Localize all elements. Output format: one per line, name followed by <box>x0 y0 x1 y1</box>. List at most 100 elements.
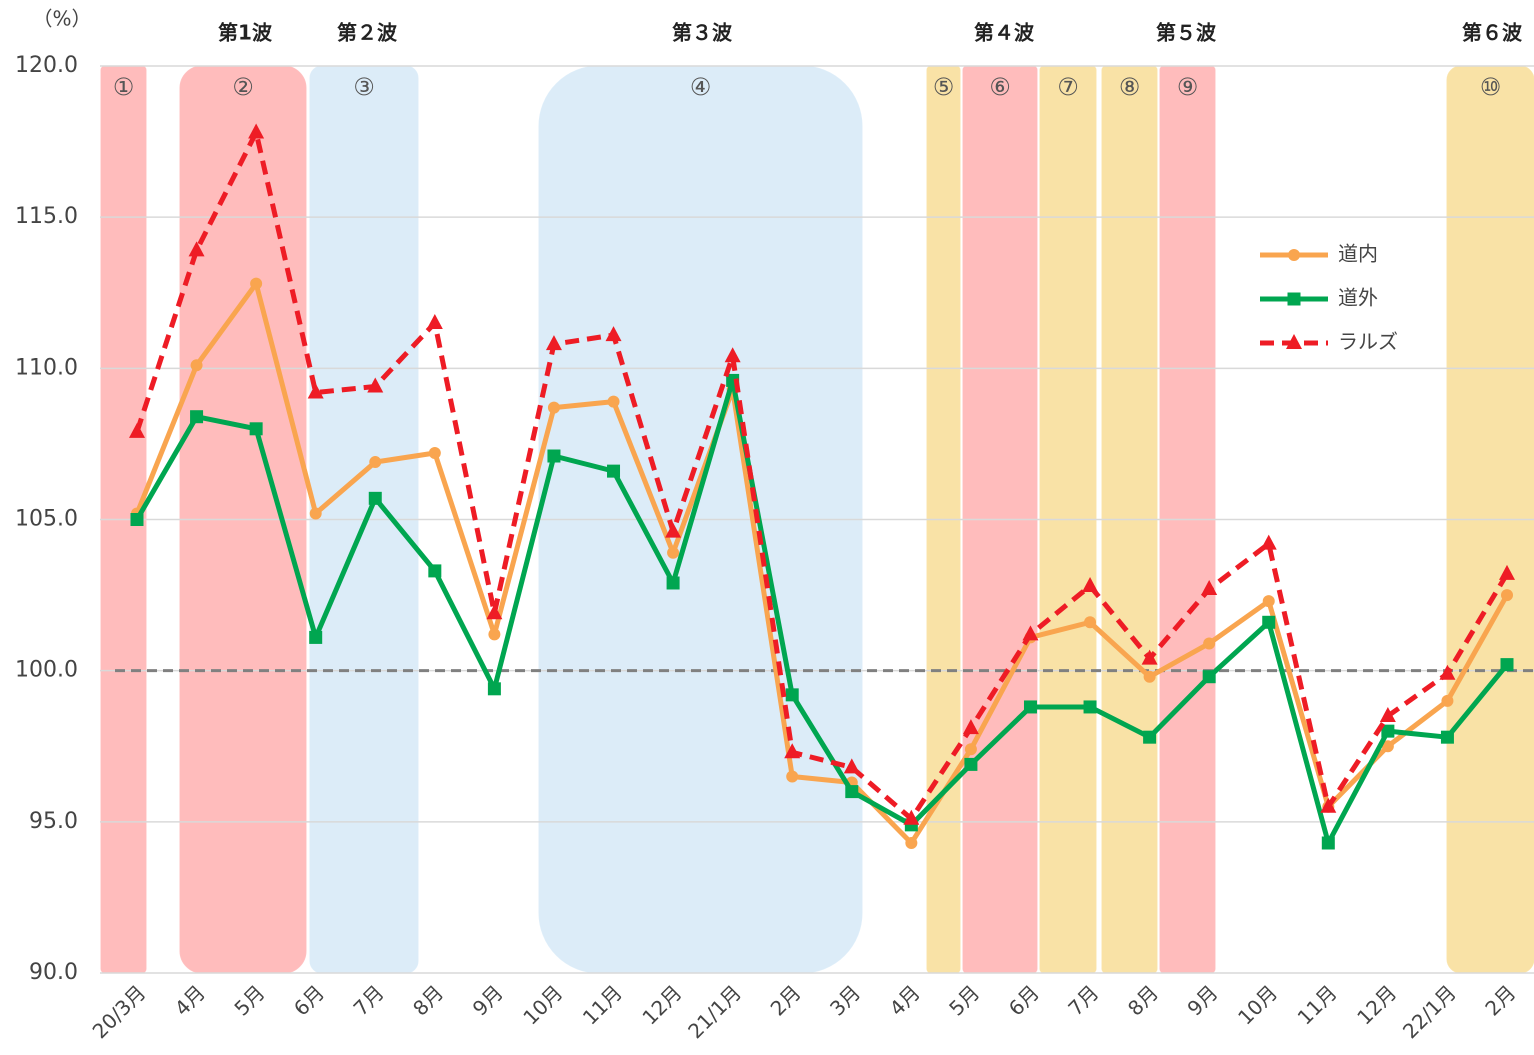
period-label: ⑤ <box>933 73 955 101</box>
marker <box>1022 625 1039 641</box>
x-tick-label: 9月 <box>468 980 508 1020</box>
marker <box>129 422 145 438</box>
x-tick-label: 2月 <box>1480 980 1520 1020</box>
marker <box>1501 589 1513 602</box>
marker <box>188 241 205 257</box>
y-tick-label: 120.0 <box>15 53 78 78</box>
period-label: ④ <box>690 73 712 101</box>
x-tick-label: 10月 <box>518 980 567 1029</box>
x-tick-label: 12月 <box>637 980 686 1029</box>
marker <box>1262 615 1276 629</box>
x-tick-label: 3月 <box>825 980 865 1020</box>
period-label: ② <box>232 73 254 101</box>
marker <box>1201 580 1218 596</box>
marker <box>1500 658 1514 672</box>
x-tick-label: 11月 <box>1293 980 1342 1029</box>
marker <box>1288 249 1300 261</box>
y-tick-label: 115.0 <box>15 204 78 229</box>
marker <box>545 335 562 351</box>
y-tick-label: 110.0 <box>15 355 78 380</box>
series-line <box>134 130 1510 822</box>
marker <box>309 507 322 520</box>
marker <box>724 347 741 363</box>
series-line <box>134 377 1509 846</box>
x-tick-label: 8月 <box>1123 980 1163 1020</box>
marker <box>1141 649 1158 665</box>
period-label: ⑦ <box>1057 73 1079 101</box>
marker <box>1262 595 1275 608</box>
marker <box>666 576 680 590</box>
y-tick-label: 105.0 <box>15 507 78 532</box>
marker <box>130 513 144 526</box>
marker <box>1083 700 1097 714</box>
marker <box>1286 334 1302 349</box>
marker <box>369 456 382 469</box>
period-label: ① <box>113 73 135 101</box>
x-tick-label: 5月 <box>944 980 984 1020</box>
period-label: ⑧ <box>1119 73 1141 101</box>
marker <box>845 785 859 799</box>
marker <box>1143 670 1156 683</box>
marker <box>1379 707 1396 723</box>
period-label: ⑩ <box>1480 73 1502 101</box>
period-label: ⑨ <box>1177 73 1199 101</box>
marker <box>547 449 561 463</box>
x-tick-label: 11月 <box>578 980 627 1029</box>
marker <box>547 401 560 414</box>
marker <box>1499 564 1515 580</box>
marker <box>607 395 620 408</box>
marker <box>1082 577 1099 593</box>
marker <box>962 719 979 735</box>
marker <box>309 630 323 644</box>
marker <box>964 757 978 771</box>
marker <box>367 377 384 393</box>
marker <box>1084 616 1097 629</box>
marker <box>786 770 799 783</box>
marker <box>190 410 204 424</box>
wave-label: 第４波 <box>974 21 1035 45</box>
x-tick-label: 10月 <box>1233 980 1282 1029</box>
period-label: ⑥ <box>989 73 1011 101</box>
x-tick-label: 2月 <box>766 980 806 1020</box>
marker <box>905 836 918 849</box>
wave-label: 第３波 <box>672 21 733 45</box>
x-tick-label: 8月 <box>408 980 448 1020</box>
marker <box>249 422 263 436</box>
marker <box>843 758 860 774</box>
marker <box>665 522 682 538</box>
series-line <box>134 281 1510 846</box>
x-tick-label: 4月 <box>170 980 210 1020</box>
x-tick-label: 4月 <box>885 980 925 1020</box>
marker <box>428 446 441 459</box>
marker <box>1441 694 1454 707</box>
y-tick-label: 95.0 <box>29 809 78 834</box>
wave-label: 第５波 <box>1156 21 1217 45</box>
marker <box>1439 664 1456 680</box>
marker <box>784 743 801 759</box>
x-tick-label: 22/1月 <box>1398 980 1461 1043</box>
wave-label: 第２波 <box>337 21 398 45</box>
marker <box>250 277 263 290</box>
x-tick-label: 6月 <box>1004 980 1044 1020</box>
marker <box>1202 670 1216 684</box>
marker <box>1023 700 1037 714</box>
wave-label: 第1波 <box>218 21 273 45</box>
marker <box>1381 724 1395 738</box>
x-tick-label: 7月 <box>349 980 389 1020</box>
marker <box>1320 797 1337 813</box>
marker <box>903 809 920 825</box>
legend-label: ラルズ <box>1338 330 1398 354</box>
marker <box>307 383 324 399</box>
marker <box>1287 292 1301 306</box>
marker <box>488 628 501 641</box>
period-label: ③ <box>353 73 375 101</box>
marker <box>1440 730 1454 744</box>
x-tick-label: 5月 <box>229 980 269 1020</box>
marker <box>1321 836 1335 850</box>
marker <box>1381 740 1394 753</box>
marker <box>785 688 799 702</box>
marker <box>487 682 501 696</box>
unit-label: （%） <box>32 7 91 31</box>
marker <box>248 123 265 139</box>
